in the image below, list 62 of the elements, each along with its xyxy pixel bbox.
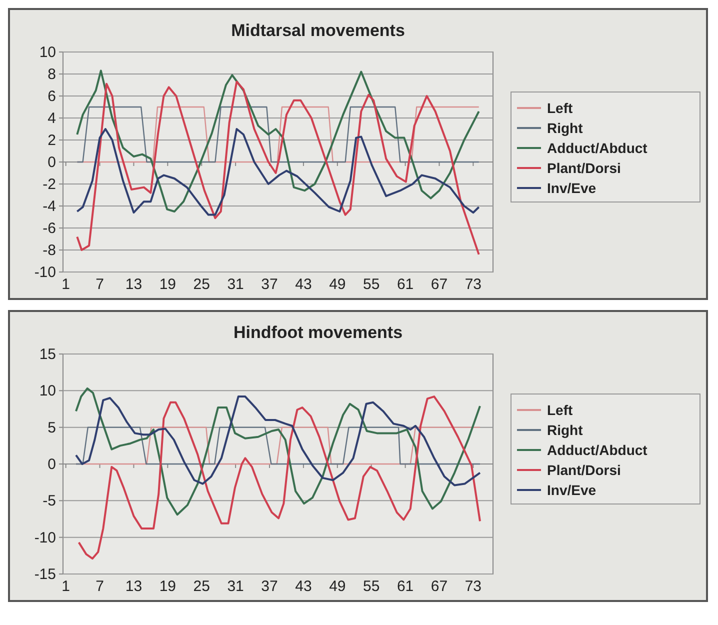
legend-label: Inv/Eve [547, 180, 596, 196]
legend-label: Inv/Eve [547, 482, 596, 498]
x-tick-label: 55 [363, 276, 380, 293]
x-tick-label: 55 [363, 578, 380, 595]
line-series [75, 387, 481, 516]
x-tick-label: 67 [430, 578, 448, 595]
x-tick-label: 73 [464, 276, 482, 293]
y-tick-label: 10 [39, 44, 56, 61]
legend-label: Left [547, 100, 573, 116]
legend-label: Right [547, 120, 584, 136]
x-tick-label: 1 [62, 578, 70, 595]
y-tick-label: 10 [39, 382, 56, 400]
y-tick-label: -10 [34, 264, 56, 281]
y-tick-label: -8 [42, 242, 56, 259]
x-tick-label: 67 [430, 276, 448, 293]
x-tick-label: 19 [159, 276, 176, 293]
legend-label: Adduct/Abduct [547, 442, 648, 458]
x-tick-label: 43 [295, 276, 312, 293]
y-tick-label: 8 [48, 66, 56, 83]
line-series [75, 396, 481, 486]
x-tick-label: 7 [96, 578, 104, 595]
line-series [78, 396, 481, 560]
x-tick-label: 13 [125, 276, 142, 293]
x-tick-label: 49 [329, 276, 346, 293]
y-tick-label: -10 [34, 529, 56, 546]
y-tick-label: -5 [42, 492, 56, 510]
y-tick-label: -15 [34, 566, 56, 583]
x-tick-label: 43 [295, 578, 312, 595]
legend-label: Plant/Dorsi [547, 160, 621, 176]
y-tick-label: -2 [42, 176, 56, 193]
x-tick-label: 73 [464, 578, 482, 595]
x-tick-label: 25 [193, 276, 210, 293]
line-series [76, 128, 480, 216]
legend-label: Plant/Dorsi [547, 462, 621, 478]
y-tick-label: 5 [48, 419, 56, 436]
x-tick-label: 1 [62, 276, 70, 293]
legend-label: Left [547, 402, 573, 418]
y-tick-label: 6 [48, 88, 56, 105]
x-tick-label: 37 [261, 578, 278, 595]
y-tick-label: 4 [48, 110, 56, 127]
y-tick-label: 2 [48, 132, 56, 149]
x-tick-label: 7 [96, 276, 104, 293]
y-tick-label: 15 [39, 346, 56, 363]
y-tick-label: 0 [48, 456, 56, 473]
x-tick-label: 61 [396, 276, 414, 293]
x-tick-label: 13 [125, 578, 142, 595]
x-tick-label: 19 [159, 578, 176, 595]
chart-title: Hindfoot movements [233, 323, 403, 342]
y-tick-label: -6 [42, 220, 56, 237]
x-tick-label: 49 [329, 578, 346, 595]
chart-title: Midtarsal movements [231, 21, 405, 40]
x-tick-label: 31 [227, 578, 244, 595]
legend-label: Adduct/Abduct [547, 140, 648, 156]
line-series [76, 70, 480, 212]
legend-label: Right [547, 422, 584, 438]
x-tick-label: 25 [193, 578, 210, 595]
line-series [76, 80, 480, 256]
x-tick-label: 31 [227, 276, 244, 293]
y-tick-label: 0 [48, 154, 56, 171]
x-tick-label: 61 [396, 578, 414, 595]
x-tick-label: 37 [261, 276, 278, 293]
y-tick-label: -4 [42, 198, 56, 215]
